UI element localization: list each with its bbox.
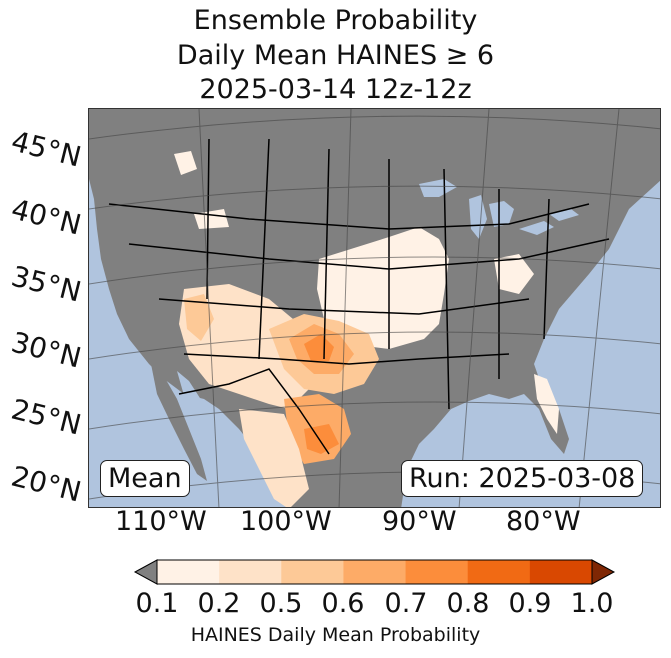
title-line-2: Daily Mean HAINES ≥ 6 bbox=[176, 40, 495, 71]
arizona-prob bbox=[184, 294, 214, 341]
colorbar-segment bbox=[529, 560, 593, 584]
ohio-valley-prob bbox=[494, 254, 534, 294]
colorbar-tick-3: 0.6 bbox=[321, 588, 365, 619]
colorbar-segment bbox=[343, 560, 407, 584]
title-line-3: 2025-03-14 12z-12z bbox=[199, 74, 472, 105]
colorbar-over-arrow bbox=[591, 559, 616, 585]
baja-land bbox=[151, 364, 207, 481]
colorbar-segment bbox=[157, 560, 220, 584]
colorbar-tick-7: 1.0 bbox=[570, 588, 614, 619]
south-texas-core-prob bbox=[304, 424, 339, 454]
lon-label-100: 100°W bbox=[240, 506, 332, 537]
map-panel: Mean Run: 2025-03-08 bbox=[88, 108, 661, 508]
colorbar bbox=[133, 559, 616, 585]
colorbar-segment bbox=[405, 560, 469, 584]
colorbar-segment bbox=[281, 560, 344, 584]
title-line-1: Ensemble Probability bbox=[193, 5, 478, 36]
mexico-interior-prob bbox=[239, 409, 309, 507]
lon-label-80: 80°W bbox=[506, 506, 581, 537]
ensemble-mean-label: Mean bbox=[100, 460, 190, 497]
colorbar-tick-0: 0.1 bbox=[135, 588, 179, 619]
colorbar-tick-6: 0.9 bbox=[508, 588, 552, 619]
colorbar-tick-5: 0.8 bbox=[446, 588, 490, 619]
colorbar-segment bbox=[219, 560, 282, 584]
colorbar-label: HAINES Daily Mean Probability bbox=[190, 624, 481, 646]
colorbar-tick-1: 0.2 bbox=[197, 588, 241, 619]
colorbar-outline bbox=[156, 559, 593, 585]
texas-core-prob bbox=[304, 334, 334, 361]
map-svg bbox=[89, 109, 660, 507]
colorbar-segment bbox=[467, 560, 531, 584]
lon-label-110: 110°W bbox=[115, 506, 207, 537]
northwest-prob bbox=[174, 151, 229, 229]
colorbar-segments bbox=[157, 560, 593, 584]
lon-label-90: 90°W bbox=[382, 506, 457, 537]
florida-prob bbox=[534, 374, 559, 434]
colorbar-tick-4: 0.7 bbox=[384, 588, 428, 619]
colorbar-tick-2: 0.5 bbox=[259, 588, 303, 619]
colorbar-under-arrow bbox=[133, 559, 158, 585]
run-date-label: Run: 2025-03-08 bbox=[401, 460, 644, 497]
gulf-of-california bbox=[177, 371, 219, 449]
